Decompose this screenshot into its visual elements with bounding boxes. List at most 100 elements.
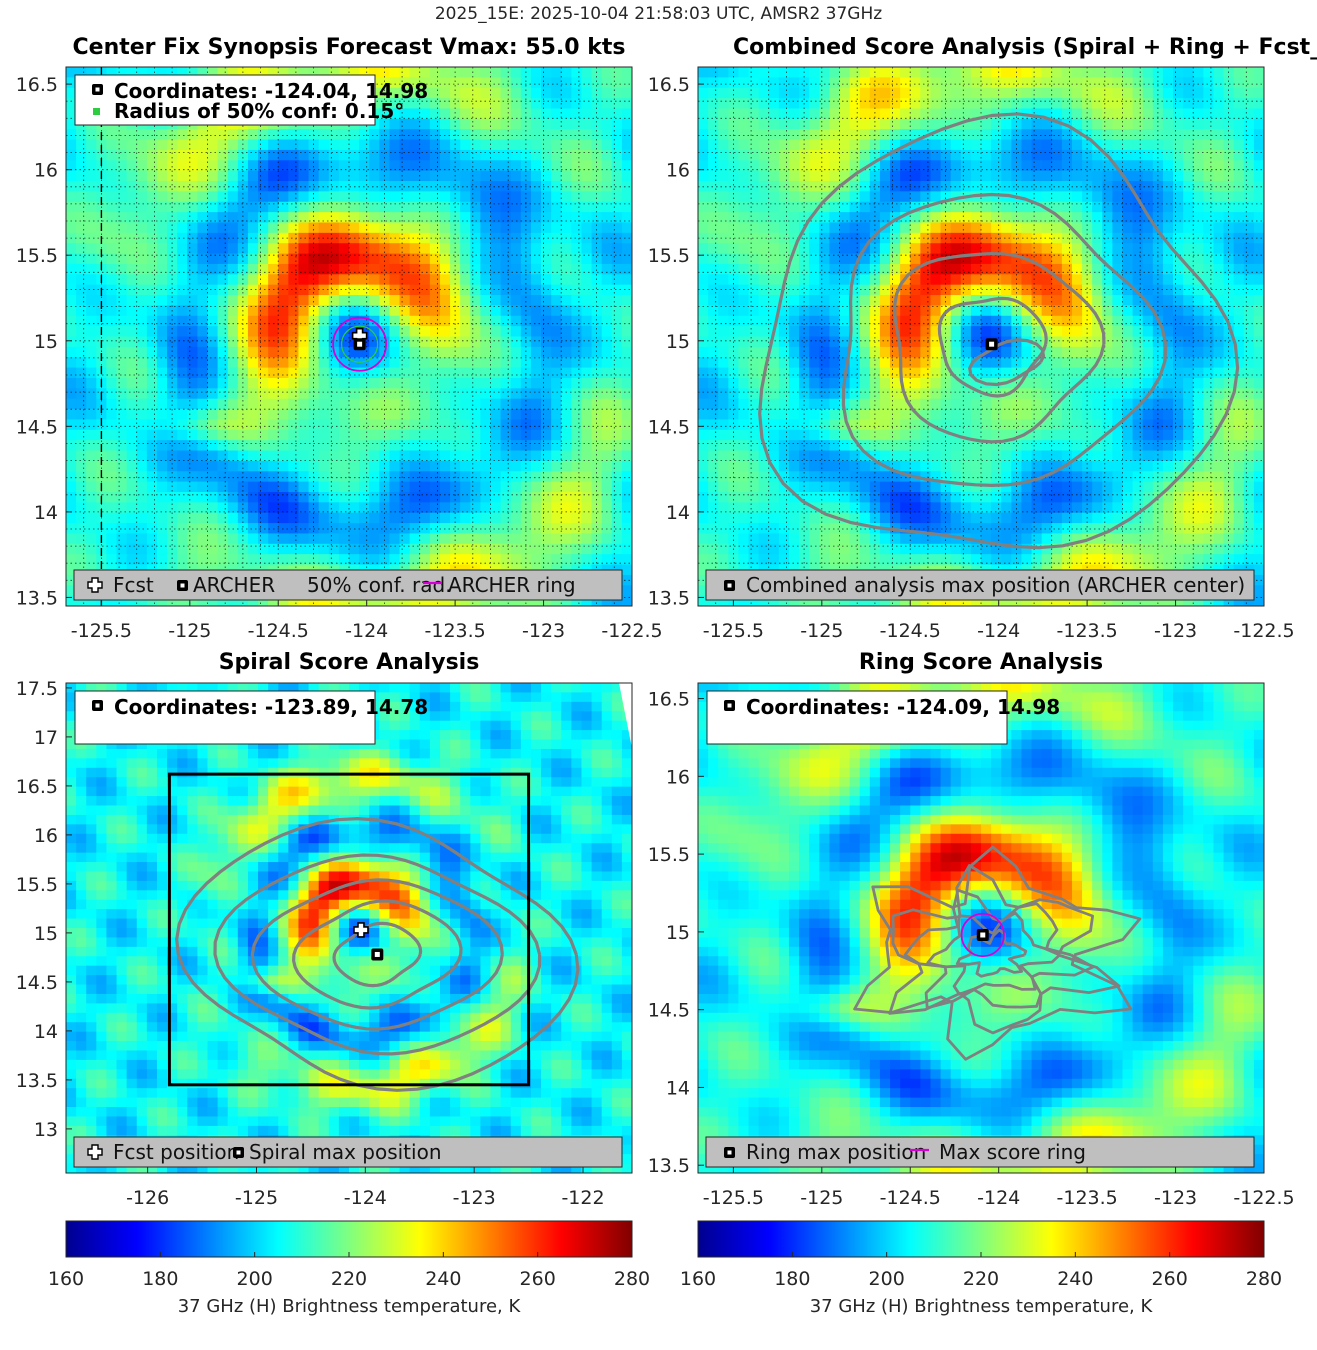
heatmap-cell bbox=[227, 336, 239, 348]
heatmap-cell bbox=[450, 295, 461, 307]
heatmap-cell bbox=[859, 419, 871, 431]
heatmap-cell bbox=[66, 336, 77, 348]
heatmap-cell bbox=[1021, 284, 1033, 296]
heatmap-cell bbox=[960, 118, 972, 130]
heatmap-cell bbox=[748, 67, 760, 78]
heatmap-cell bbox=[136, 149, 148, 161]
heatmap-cell bbox=[1021, 118, 1033, 130]
heatmap-cell bbox=[66, 139, 77, 151]
heatmap-cell bbox=[338, 481, 350, 493]
heatmap-cell bbox=[960, 243, 972, 255]
heatmap-cell bbox=[1001, 243, 1012, 255]
heatmap-cell bbox=[106, 170, 118, 182]
heatmap-cell bbox=[849, 377, 861, 389]
heatmap-cell bbox=[217, 595, 229, 606]
heatmap-cell bbox=[379, 419, 391, 431]
heatmap-cell bbox=[799, 388, 810, 400]
heatmap-cell bbox=[197, 149, 209, 161]
heatmap-cell bbox=[500, 284, 512, 296]
heatmap-cell bbox=[890, 284, 901, 296]
heatmap-cell bbox=[318, 523, 330, 535]
heatmap-cell bbox=[1233, 243, 1245, 255]
heatmap-cell bbox=[369, 295, 380, 307]
heatmap-cell bbox=[308, 523, 320, 535]
heatmap-cell bbox=[136, 191, 148, 203]
heatmap-cell bbox=[197, 481, 209, 493]
heatmap-cell bbox=[541, 108, 552, 120]
heatmap-cell bbox=[207, 512, 219, 524]
heatmap-cell bbox=[1122, 149, 1134, 161]
heatmap-cell bbox=[541, 554, 552, 566]
heatmap-cell bbox=[1112, 201, 1124, 213]
heatmap-cell bbox=[359, 139, 370, 151]
heatmap-cell bbox=[288, 346, 300, 358]
heatmap-cell bbox=[146, 409, 158, 421]
heatmap-cell bbox=[1122, 129, 1134, 141]
heatmap-cell bbox=[1253, 67, 1264, 78]
heatmap-cell bbox=[288, 191, 300, 203]
heatmap-cell bbox=[369, 326, 380, 338]
heatmap-cell bbox=[278, 346, 289, 358]
heatmap-cell bbox=[460, 181, 471, 192]
heatmap-cell bbox=[76, 346, 87, 358]
heatmap-cell bbox=[187, 491, 198, 503]
heatmap-cell bbox=[480, 533, 492, 545]
heatmap-cell bbox=[429, 554, 441, 566]
heatmap-cell bbox=[217, 67, 229, 78]
heatmap-cell bbox=[718, 232, 729, 244]
heatmap-cell bbox=[480, 129, 492, 141]
heatmap-cell bbox=[298, 471, 310, 483]
heatmap-cell bbox=[207, 440, 219, 452]
heatmap-cell bbox=[1102, 357, 1113, 369]
heatmap-cell bbox=[258, 377, 269, 389]
heatmap-cell bbox=[950, 243, 962, 255]
heatmap-cell bbox=[530, 554, 542, 566]
heatmap-cell bbox=[439, 491, 451, 503]
heatmap-cell bbox=[86, 346, 97, 358]
heatmap-cell bbox=[409, 253, 421, 265]
heatmap-cell bbox=[581, 139, 593, 151]
heatmap-cell bbox=[1173, 284, 1184, 296]
heatmap-cell bbox=[708, 367, 719, 379]
heatmap-cell bbox=[480, 253, 492, 265]
heatmap-cell bbox=[601, 139, 613, 151]
heatmap-cell bbox=[419, 191, 431, 203]
heatmap-cell bbox=[207, 181, 219, 192]
heatmap-cell bbox=[490, 595, 502, 606]
heatmap-cell bbox=[126, 502, 138, 514]
heatmap-cell bbox=[920, 305, 932, 317]
heatmap-cell bbox=[581, 305, 593, 317]
heatmap-cell bbox=[970, 326, 982, 338]
heatmap-cell bbox=[849, 191, 861, 203]
heatmap-cell bbox=[1243, 263, 1255, 275]
heatmap-cell bbox=[500, 523, 512, 535]
xtick-label: -123.5 bbox=[425, 620, 486, 642]
heatmap-cell bbox=[439, 253, 451, 265]
heatmap-cell bbox=[429, 118, 441, 130]
heatmap-cell bbox=[399, 512, 411, 524]
heatmap-cell bbox=[399, 502, 411, 514]
heatmap-cell bbox=[480, 201, 492, 213]
heatmap-cell bbox=[561, 284, 572, 296]
heatmap-cell bbox=[76, 67, 87, 78]
heatmap-cell bbox=[1243, 129, 1255, 141]
heatmap-cell bbox=[859, 170, 871, 182]
heatmap-cell bbox=[66, 284, 77, 296]
heatmap-cell bbox=[930, 346, 942, 358]
heatmap-cell bbox=[278, 222, 289, 234]
heatmap-cell bbox=[940, 295, 952, 307]
heatmap-cell bbox=[66, 160, 77, 172]
heatmap-cell bbox=[379, 502, 391, 514]
heatmap-cell bbox=[718, 377, 729, 389]
heatmap-cell bbox=[359, 429, 370, 441]
heatmap-cell bbox=[156, 429, 168, 441]
heatmap-cell bbox=[930, 232, 942, 244]
heatmap-cell bbox=[207, 253, 219, 265]
heatmap-cell bbox=[1021, 263, 1033, 275]
heatmap-cell bbox=[698, 346, 709, 358]
heatmap-cell bbox=[940, 87, 952, 99]
heatmap-cell bbox=[389, 357, 401, 369]
heatmap-cell bbox=[439, 149, 451, 161]
heatmap-cell bbox=[308, 357, 320, 369]
heatmap-cell bbox=[1112, 377, 1124, 389]
